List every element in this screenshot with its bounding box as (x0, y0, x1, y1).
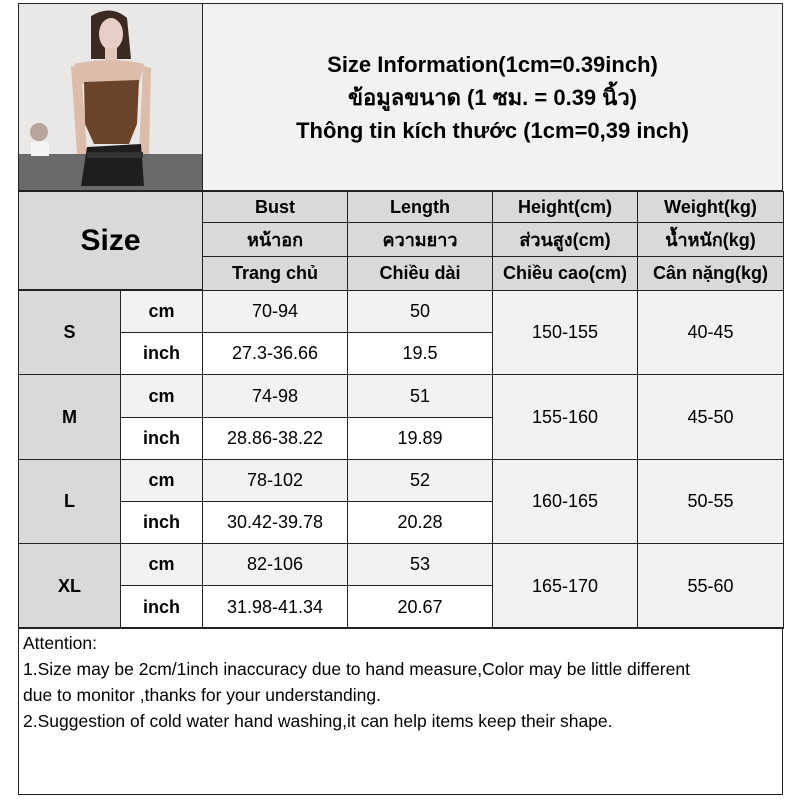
length-inch: 20.28 (347, 501, 493, 544)
header-weight-en: Weight(kg) (637, 191, 784, 223)
height-range: 160-165 (492, 459, 638, 544)
size-header: Size (18, 191, 203, 290)
weight-range: 55-60 (637, 543, 784, 629)
length-inch: 19.5 (347, 332, 493, 375)
unit-inch: inch (120, 501, 203, 544)
header-bust-th: หน้าอก (202, 222, 348, 257)
weight-range: 50-55 (637, 459, 784, 544)
title-block: Size Information(1cm=0.39inch) ข้อมูลขนา… (202, 3, 783, 191)
title-thai: ข้อมูลขนาด (1 ซม. = 0.39 นิ้ว) (347, 84, 637, 110)
length-inch: 20.67 (347, 585, 493, 629)
size-label: M (18, 374, 121, 460)
height-range: 165-170 (492, 543, 638, 629)
title-vietnamese: Thông tin kích thước (1cm=0,39 inch) (296, 117, 689, 143)
weight-range: 45-50 (637, 374, 784, 460)
model-photo (18, 3, 203, 191)
bust-inch: 28.86-38.22 (202, 417, 348, 460)
header-bust-en: Bust (202, 191, 348, 223)
bust-cm: 74-98 (202, 374, 348, 418)
header-height-th: ส่วนสูง(cm) (492, 222, 638, 257)
note-line-2: due to monitor ,thanks for your understa… (23, 685, 381, 705)
bust-inch: 27.3-36.66 (202, 332, 348, 375)
bust-cm: 70-94 (202, 290, 348, 333)
header-weight-vi: Cân nặng(kg) (637, 256, 784, 291)
weight-range: 40-45 (637, 290, 784, 375)
unit-cm: cm (120, 459, 203, 502)
size-label: L (18, 459, 121, 544)
length-cm: 51 (347, 374, 493, 418)
height-range: 155-160 (492, 374, 638, 460)
header-weight-th: น้ำหนัก(kg) (637, 222, 784, 257)
length-cm: 53 (347, 543, 493, 586)
length-cm: 52 (347, 459, 493, 502)
notes-heading: Attention: (23, 633, 97, 653)
title-english: Size Information(1cm=0.39inch) (327, 51, 658, 77)
header-height-en: Height(cm) (492, 191, 638, 223)
header-height-vi: Chiều cao(cm) (492, 256, 638, 291)
height-range: 150-155 (492, 290, 638, 375)
unit-cm: cm (120, 374, 203, 418)
header-length-th: ความยาว (347, 222, 493, 257)
bust-inch: 31.98-41.34 (202, 585, 348, 629)
header-length-vi: Chiều dài (347, 256, 493, 291)
header-bust-vi: Trang chủ (202, 256, 348, 291)
length-cm: 50 (347, 290, 493, 333)
length-inch: 19.89 (347, 417, 493, 460)
header-length-en: Length (347, 191, 493, 223)
bust-cm: 82-106 (202, 543, 348, 586)
bust-cm: 78-102 (202, 459, 348, 502)
size-label: XL (18, 543, 121, 629)
unit-inch: inch (120, 585, 203, 629)
note-line-3: 2.Suggestion of cold water hand washing,… (23, 711, 613, 731)
size-label: S (18, 290, 121, 375)
note-line-1: 1.Size may be 2cm/1inch inaccuracy due t… (23, 659, 690, 679)
unit-cm: cm (120, 290, 203, 333)
bust-inch: 30.42-39.78 (202, 501, 348, 544)
unit-inch: inch (120, 417, 203, 460)
unit-cm: cm (120, 543, 203, 586)
unit-inch: inch (120, 332, 203, 375)
attention-notes: Attention: 1.Size may be 2cm/1inch inacc… (18, 627, 783, 795)
